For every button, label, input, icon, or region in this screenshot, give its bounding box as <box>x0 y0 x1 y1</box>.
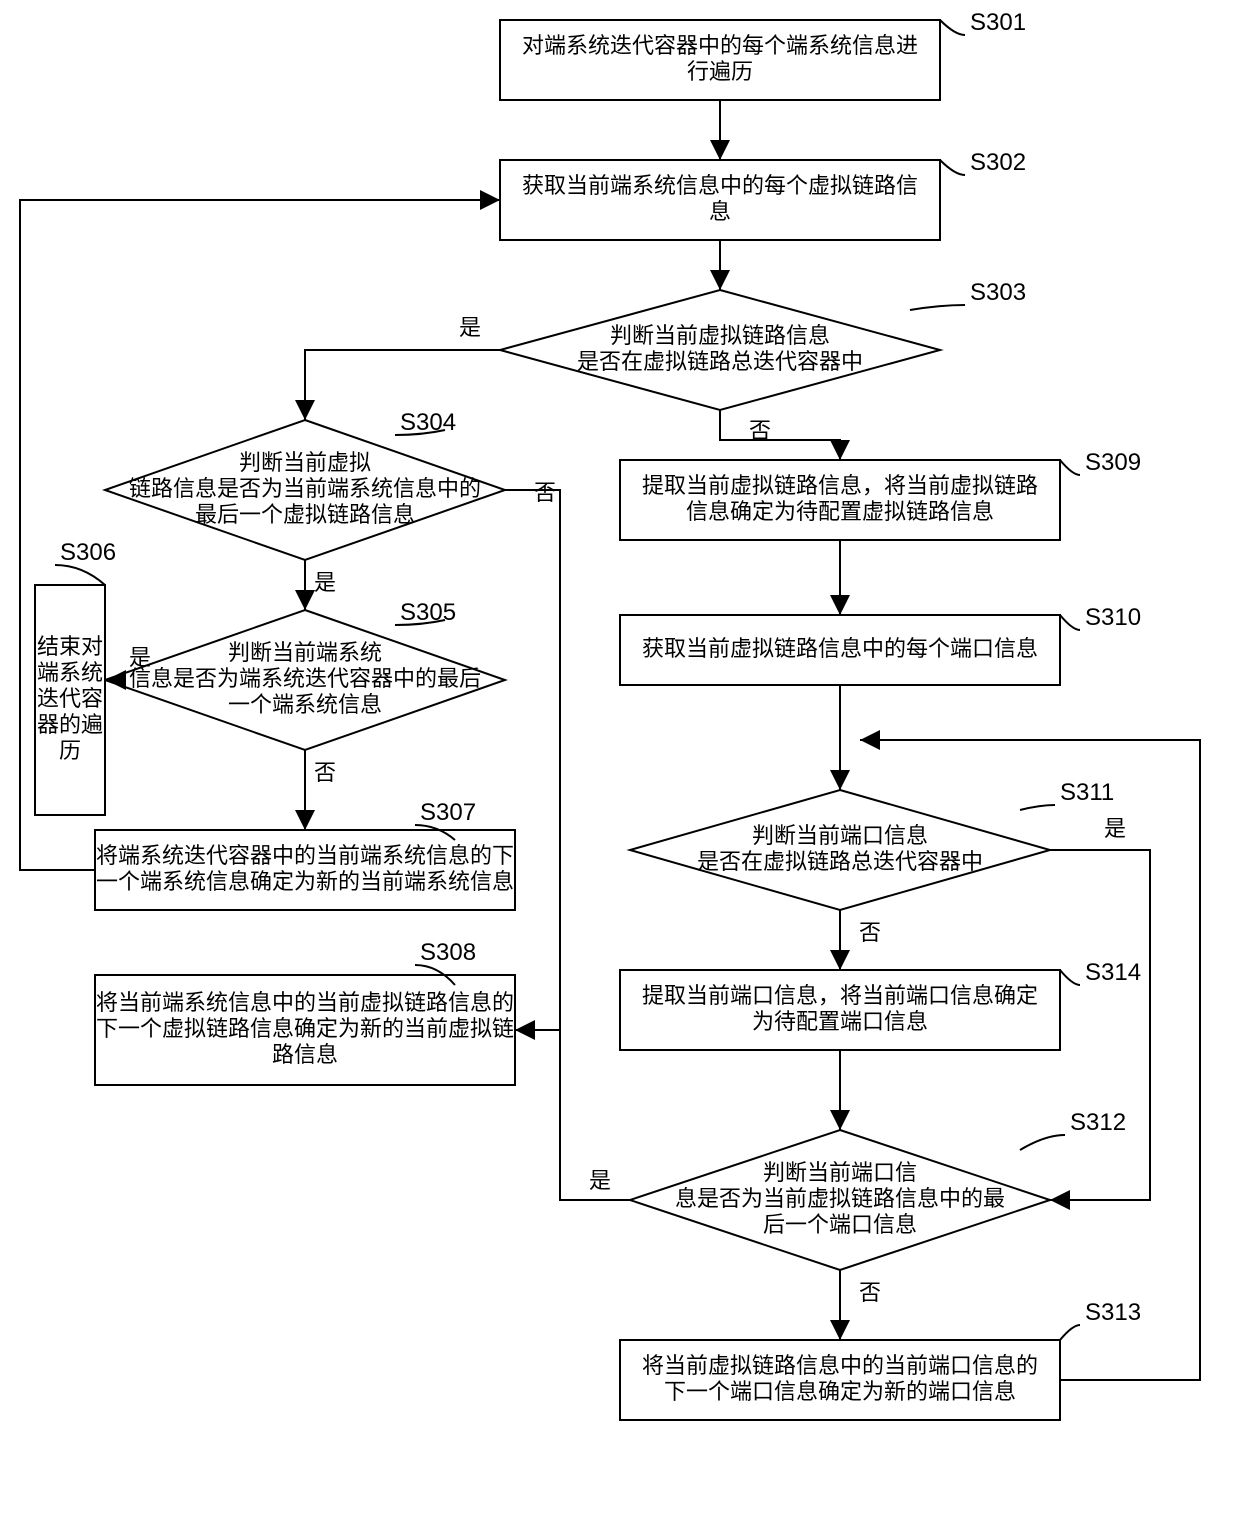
s309-label-leader <box>1060 460 1080 475</box>
edge-label-8: 是 <box>589 1168 611 1193</box>
edge-label-1: 否 <box>749 418 771 443</box>
s311-text-line-0: 判断当前端口信息 <box>752 823 928 848</box>
s311-step-label: S311 <box>1060 779 1114 806</box>
s312-text-line-2: 后一个端口信息 <box>763 1212 917 1237</box>
flowchart-canvas: 对端系统迭代容器中的每个端系统信息进行遍历 S301 获取当前端系统信息中的每个虚拟… <box>0 0 1240 1532</box>
s303-text-line-0: 判断当前虚拟链路信息 <box>610 323 830 348</box>
s301-text-line-0: 对端系统迭代容器中的每个端系统信息进 <box>522 33 918 58</box>
s313-label-leader <box>1060 1325 1080 1340</box>
s306-step-label: S306 <box>60 539 116 566</box>
e-304-no-308 <box>505 490 560 1030</box>
s302-label-leader <box>940 160 965 175</box>
s308-text-line-2: 路信息 <box>272 1042 338 1067</box>
s309-text-line-0: 提取当前虚拟链路信息，将当前虚拟链路 <box>642 473 1038 498</box>
s312-text-line-1: 息是否为当前虚拟链路信息中的最 <box>675 1186 1005 1211</box>
s307-text-line-0: 将端系统迭代容器中的当前端系统信息的下 <box>96 843 514 868</box>
s303-step-label: S303 <box>970 279 1026 306</box>
edge-label-9: 否 <box>859 1280 881 1305</box>
s304-text-line-1: 链路信息是否为当前端系统信息中的 <box>129 476 481 501</box>
edge-label-4: 是 <box>129 645 151 670</box>
s311-label-leader <box>1020 805 1055 810</box>
s312-label-leader <box>1020 1135 1065 1150</box>
s301-step-label: S301 <box>970 9 1026 36</box>
s306-text-line-0: 结束对 <box>37 634 103 659</box>
s301-text-line-1: 行遍历 <box>687 59 753 84</box>
edge-label-6: 否 <box>859 920 881 945</box>
s305-text-line-0: 判断当前端系统 <box>228 640 382 665</box>
s314-text-line-0: 提取当前端口信息，将当前端口信息确定 <box>642 983 1038 1008</box>
s311-text-line-1: 是否在虚拟链路总迭代容器中 <box>697 849 983 874</box>
s314-label-leader <box>1060 970 1080 985</box>
s309-step-label: S309 <box>1085 449 1141 476</box>
s309-text-line-1: 信息确定为待配置虚拟链路信息 <box>686 499 994 524</box>
s306-text-line-1: 端系统 <box>37 660 103 685</box>
s302-text-line-0: 获取当前端系统信息中的每个虚拟链路信 <box>522 173 918 198</box>
edge-label-2: 否 <box>534 480 556 505</box>
s312-step-label: S312 <box>1070 1109 1126 1136</box>
edge-label-7: 是 <box>1104 816 1126 841</box>
edge-label-5: 否 <box>314 760 336 785</box>
s307-text-line-1: 一个端系统信息确定为新的当前端系统信息 <box>96 869 514 894</box>
s301-label-leader <box>940 20 965 35</box>
s308-step-label: S308 <box>420 939 476 966</box>
s303-text-line-1: 是否在虚拟链路总迭代容器中 <box>577 349 863 374</box>
s314-text-line-1: 为待配置端口信息 <box>752 1009 928 1034</box>
e-303-no-309 <box>720 410 840 460</box>
s310-text-line-0: 获取当前虚拟链路信息中的每个端口信息 <box>642 636 1038 661</box>
s305-text-line-1: 信息是否为端系统迭代容器中的最后 <box>129 666 481 691</box>
s305-text-line-2: 一个端系统信息 <box>228 692 382 717</box>
s304-step-label: S304 <box>400 409 456 436</box>
s310-step-label: S310 <box>1085 604 1141 631</box>
e-311-yes-312 <box>1050 850 1150 1200</box>
s313-text-line-1: 下一个端口信息确定为新的端口信息 <box>664 1379 1016 1404</box>
s306-text-line-2: 迭代容 <box>37 686 103 711</box>
s305-step-label: S305 <box>400 599 456 626</box>
s302-text-line-1: 息 <box>709 199 731 224</box>
s313-step-label: S313 <box>1085 1299 1141 1326</box>
s313-text-line-0: 将当前虚拟链路信息中的当前端口信息的 <box>642 1353 1038 1378</box>
s306-text-line-4: 历 <box>59 738 81 763</box>
s303-label-leader <box>910 305 965 310</box>
s310-label-leader <box>1060 615 1080 630</box>
s312-text-line-0: 判断当前端口信 <box>763 1160 917 1185</box>
s302-step-label: S302 <box>970 149 1026 176</box>
s304-text-line-0: 判断当前虚拟 <box>239 450 371 475</box>
s314-step-label: S314 <box>1085 959 1141 986</box>
s308-text-line-0: 将当前端系统信息中的当前虚拟链路信息的 <box>96 990 514 1015</box>
s308-text-line-1: 下一个虚拟链路信息确定为新的当前虚拟链 <box>96 1016 514 1041</box>
s307-step-label: S307 <box>420 799 476 826</box>
s306-label-leader <box>55 565 105 585</box>
s304-text-line-2: 最后一个虚拟链路信息 <box>195 502 415 527</box>
edge-label-0: 是 <box>459 315 481 340</box>
edge-label-3: 是 <box>314 570 336 595</box>
s306-text-line-3: 器的遍 <box>37 712 103 737</box>
